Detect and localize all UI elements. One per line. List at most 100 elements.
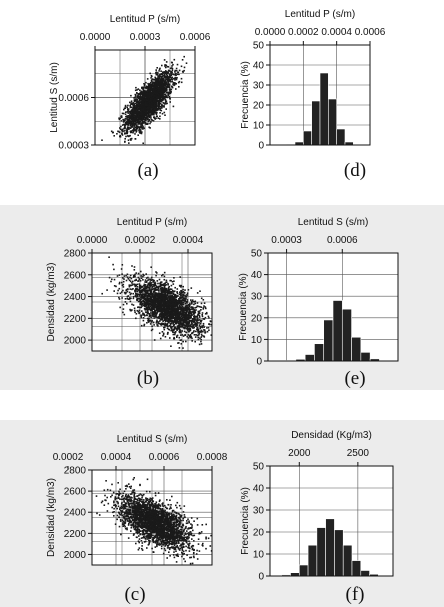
- data-point: [190, 299, 192, 301]
- data-point: [101, 292, 103, 295]
- data-point: [169, 70, 171, 72]
- data-point: [145, 85, 148, 88]
- data-point: [131, 123, 134, 125]
- data-point: [147, 106, 149, 108]
- data-point: [126, 295, 129, 298]
- data-point: [122, 289, 124, 292]
- data-point: [171, 295, 173, 297]
- data-point: [163, 326, 166, 328]
- data-point: [135, 94, 137, 97]
- data-point: [160, 90, 162, 92]
- data-point: [178, 319, 181, 322]
- data-point: [171, 308, 173, 310]
- data-point: [163, 102, 165, 104]
- data-point: [165, 91, 168, 94]
- data-point: [144, 285, 146, 288]
- data-point: [130, 297, 132, 300]
- y-tick-label: 50: [253, 41, 265, 52]
- data-point: [127, 288, 129, 291]
- data-point: [161, 322, 163, 325]
- data-point: [171, 69, 174, 72]
- data-point: [153, 98, 156, 101]
- data-point: [151, 87, 153, 89]
- data-point: [118, 281, 121, 284]
- data-point: [161, 104, 163, 107]
- data-point: [161, 112, 164, 115]
- data-point: [132, 124, 134, 126]
- data-point: [110, 130, 113, 133]
- data-point: [138, 122, 141, 125]
- data-point: [127, 112, 129, 114]
- data-point: [172, 82, 175, 84]
- data-point: [156, 306, 158, 308]
- data-point: [162, 72, 164, 74]
- data-point: [134, 100, 136, 102]
- data-point: [157, 87, 159, 90]
- data-point: [191, 308, 193, 310]
- data-point: [164, 80, 166, 83]
- data-point: [120, 120, 123, 122]
- data-point: [142, 107, 144, 109]
- data-point: [194, 323, 197, 326]
- data-point: [147, 82, 149, 85]
- data-point: [154, 295, 157, 297]
- data-point: [147, 109, 149, 112]
- data-point: [138, 99, 141, 102]
- data-point: [147, 108, 149, 111]
- data-point: [177, 309, 180, 311]
- data-point: [148, 115, 151, 118]
- data-point: [136, 103, 138, 106]
- data-point: [152, 81, 154, 84]
- data-point: [187, 311, 190, 313]
- point-cloud: [101, 256, 213, 349]
- data-point: [137, 119, 139, 121]
- data-point: [133, 122, 135, 124]
- data-point: [182, 326, 185, 329]
- data-point: [151, 288, 153, 291]
- data-point: [157, 78, 159, 80]
- data-point: [154, 94, 156, 97]
- data-point: [157, 107, 159, 109]
- data-point: [198, 316, 201, 318]
- data-point: [142, 88, 144, 91]
- data-point: [168, 312, 171, 315]
- data-point: [121, 112, 124, 115]
- data-point: [186, 324, 188, 327]
- data-point: [133, 127, 135, 130]
- data-point: [126, 119, 129, 121]
- data-point: [164, 287, 166, 290]
- data-point: [134, 111, 136, 114]
- data-point: [178, 325, 180, 328]
- data-point: [106, 289, 108, 291]
- data-point: [150, 266, 152, 268]
- data-point: [159, 318, 162, 321]
- data-point: [166, 302, 169, 305]
- data-point: [152, 279, 154, 281]
- data-point: [183, 320, 186, 323]
- y-tick-label: 30: [253, 81, 265, 92]
- data-point: [160, 303, 163, 305]
- data-point: [127, 114, 130, 117]
- data-point: [136, 297, 138, 299]
- data-point: [163, 88, 165, 91]
- data-point: [166, 84, 169, 87]
- data-point: [163, 71, 165, 73]
- data-point: [160, 92, 163, 94]
- data-point: [155, 92, 157, 95]
- data-point: [153, 90, 155, 93]
- data-point: [140, 110, 143, 112]
- data-point: [157, 301, 160, 303]
- data-point: [141, 310, 143, 312]
- data-point: [188, 319, 191, 321]
- data-point: [161, 97, 164, 99]
- data-point: [169, 288, 172, 290]
- data-point: [127, 108, 130, 110]
- data-point: [157, 322, 160, 324]
- data-point: [189, 327, 191, 329]
- data-point: [131, 120, 134, 123]
- data-point: [123, 313, 126, 316]
- x-tick-label: 0.0004: [321, 27, 352, 38]
- data-point: [171, 297, 174, 300]
- data-point: [144, 106, 146, 109]
- data-point: [210, 334, 213, 336]
